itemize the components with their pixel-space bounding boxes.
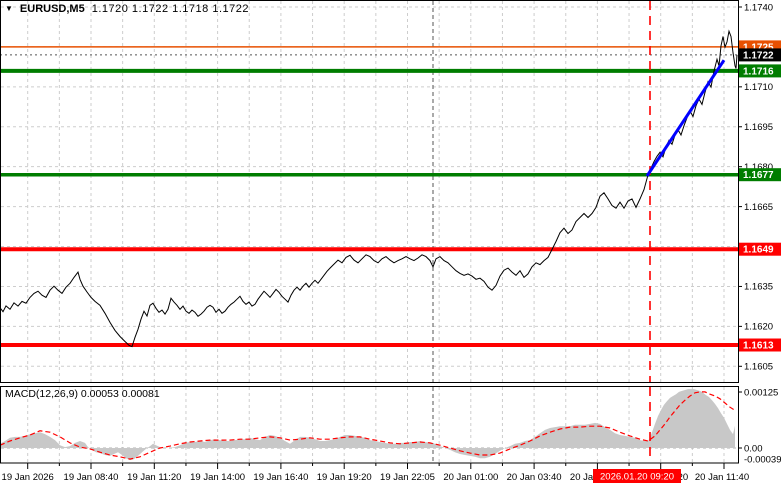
time-marker-label: 2026.01.20 09:20	[600, 471, 674, 482]
price-marker-box-1.1716	[739, 64, 781, 78]
time-marker-box	[593, 469, 681, 483]
time-tick-label: 19 Jan 08:40	[64, 472, 119, 483]
time-tick-label: 19 Jan 19:20	[317, 472, 372, 483]
macd-tick-label: 0.00	[744, 443, 763, 454]
price-marker-box-1.1649	[739, 242, 781, 256]
ohlc-values-label: 1.1720 1.1722 1.1718 1.1722	[91, 3, 249, 15]
main-panel-border	[0, 0, 739, 383]
time-tick-label: 19 Jan 22:05	[380, 472, 435, 483]
price-marker-box-1.1677	[739, 168, 781, 182]
price-tick-label: 1.1605	[744, 362, 773, 373]
price-marker-label: 1.1613	[743, 340, 774, 351]
price-marker-label: 1.1722	[743, 50, 774, 61]
price-tick-label: 1.1680	[744, 162, 773, 173]
price-tick-label: 1.1740	[744, 2, 773, 13]
time-tick-label: 19 Jan 2026	[2, 472, 54, 483]
time-tick-label: 20 Jan 11:40	[695, 472, 749, 483]
macd-panel-border	[0, 386, 739, 464]
price-tick-label: 1.1620	[744, 322, 773, 333]
macd-tick-label: 0.00125	[744, 387, 778, 398]
time-tick-label: 20 Jan 01:00	[443, 472, 498, 483]
price-marker-label: 1.1725	[743, 42, 774, 53]
time-tick-label: 19 Jan 16:40	[253, 472, 308, 483]
macd-signal-line	[0, 391, 736, 460]
symbol-period-label: EURUSD,M5	[19, 3, 85, 15]
time-tick-label: 19 Jan 11:20	[127, 472, 181, 483]
price-marker-box-1.1613	[739, 338, 781, 352]
time-tick-label: 20 Jan 03:40	[507, 472, 562, 483]
macd-tick-label: -0.00039	[744, 454, 781, 465]
price-tick-label: 1.1665	[744, 202, 773, 213]
time-tick-label: 19 Jan 14:00	[190, 472, 245, 483]
price-marker-box-1.1722	[739, 48, 781, 62]
price-tick-label: 1.1695	[744, 122, 773, 133]
price-marker-label: 1.1716	[743, 66, 774, 77]
price-marker-label: 1.1677	[743, 170, 774, 181]
trend-line[interactable]	[645, 59, 726, 177]
price-tick-label: 1.1635	[744, 282, 773, 293]
macd-histogram-area	[0, 389, 735, 461]
price-tick-label: 1.1710	[744, 82, 773, 93]
price-line-series	[0, 29, 738, 348]
chart-title-bar: ▼ EURUSD,M5 1.1720 1.1722 1.1718 1.1722	[5, 3, 249, 15]
symbol-dropdown-icon[interactable]: ▼	[5, 4, 13, 13]
macd-indicator-label: MACD(12,26,9) 0.00053 0.00081	[5, 388, 160, 400]
price-marker-label: 1.1649	[743, 245, 774, 256]
